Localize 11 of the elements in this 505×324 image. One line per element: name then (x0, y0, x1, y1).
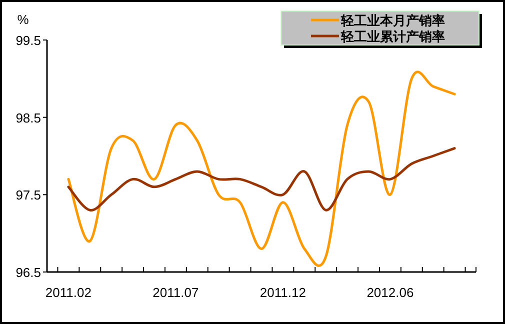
x-tick-label: 2012.06 (366, 285, 414, 300)
legend-label: 轻工业本月产销率 (340, 13, 445, 28)
y-axis-title: % (17, 12, 30, 27)
x-tick-label: 2011.02 (45, 285, 92, 300)
x-tick-label: 2011.07 (152, 285, 199, 300)
y-tick-label: 98.5 (16, 110, 41, 126)
y-tick-label: 99.5 (16, 33, 41, 48)
x-tick-label: 2011.12 (260, 285, 306, 300)
y-tick-label: 97.5 (16, 188, 41, 203)
legend-label: 轻工业累计产销率 (340, 29, 445, 44)
y-tick-label: 96.5 (16, 265, 41, 280)
